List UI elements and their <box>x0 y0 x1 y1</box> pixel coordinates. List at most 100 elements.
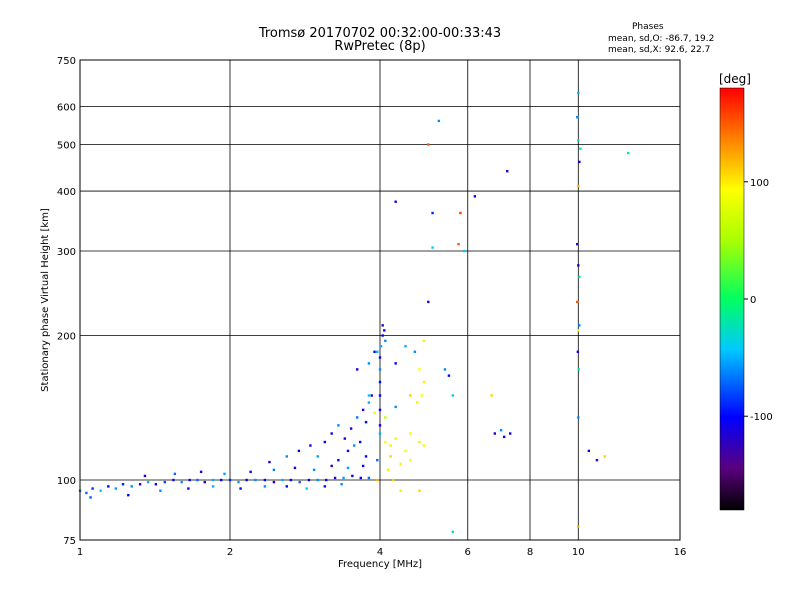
data-point <box>451 394 455 397</box>
y-tick-label: 200 <box>57 332 76 343</box>
y-tick-label: 300 <box>57 247 76 258</box>
data-point <box>378 394 382 397</box>
data-point <box>263 478 267 482</box>
data-point <box>404 449 407 453</box>
data-point <box>237 480 240 484</box>
data-point <box>91 487 94 490</box>
data-point <box>381 334 384 337</box>
data-point <box>384 416 387 419</box>
data-point <box>427 143 430 146</box>
data-point <box>451 530 455 534</box>
data-point <box>577 264 580 267</box>
data-point <box>180 480 183 484</box>
data-point <box>578 275 581 279</box>
data-point <box>376 458 379 462</box>
data-point <box>337 424 340 427</box>
info-line-x: mean, sd,X: 92.6, 22.7 <box>608 45 711 55</box>
data-point <box>394 437 397 440</box>
data-point <box>263 485 267 488</box>
data-point <box>309 444 312 447</box>
data-point <box>333 476 337 480</box>
data-point <box>576 300 579 304</box>
data-point <box>490 394 493 397</box>
data-point <box>459 211 462 215</box>
data-point <box>389 455 392 458</box>
data-point <box>312 468 316 472</box>
y-tick-label: 600 <box>57 103 76 114</box>
data-point <box>211 478 215 482</box>
data-point <box>130 485 133 488</box>
data-point <box>422 444 426 447</box>
x-tick-label: 6 <box>465 547 471 558</box>
data-point <box>127 493 130 497</box>
data-point <box>431 246 434 249</box>
data-point <box>391 478 395 482</box>
data-point <box>281 478 284 482</box>
data-point <box>99 489 102 492</box>
data-point <box>418 440 421 444</box>
data-point <box>293 466 297 470</box>
data-point <box>381 324 384 327</box>
data-point <box>249 470 252 474</box>
data-point <box>579 147 582 150</box>
data-point <box>228 478 232 482</box>
colorbar-tick-label: 0 <box>750 295 756 306</box>
data-point <box>409 458 412 462</box>
data-point <box>389 444 392 447</box>
data-point <box>627 151 630 155</box>
data-point <box>379 345 383 348</box>
data-point <box>577 329 580 332</box>
data-point <box>358 440 362 444</box>
data-point <box>173 472 177 476</box>
data-point <box>577 184 580 188</box>
data-point <box>378 368 382 371</box>
data-point <box>493 432 497 435</box>
data-point <box>297 449 301 453</box>
data-point <box>364 455 368 458</box>
x-tick-label: 1 <box>77 547 83 558</box>
data-point <box>342 476 345 480</box>
colorbar <box>719 87 745 511</box>
data-point <box>577 139 580 142</box>
data-point <box>462 249 466 253</box>
data-point <box>298 480 301 484</box>
data-point <box>138 483 142 486</box>
data-point <box>349 427 353 430</box>
data-point <box>415 401 419 404</box>
data-point <box>203 480 206 484</box>
data-point <box>254 478 257 482</box>
data-point <box>577 525 580 528</box>
data-point <box>399 489 402 492</box>
data-point <box>323 440 327 444</box>
data-point <box>457 242 460 246</box>
data-point <box>378 380 382 384</box>
data-point <box>163 480 167 484</box>
data-point <box>330 464 333 468</box>
y-tick-label: 400 <box>57 187 76 198</box>
data-point <box>576 242 579 246</box>
plot-frame <box>79 59 681 541</box>
x-axis-label: Frequency [MHz] <box>338 559 422 570</box>
info-line-o: mean, sd,O: -86.7, 19.2 <box>608 34 715 44</box>
data-point <box>420 394 423 397</box>
data-point <box>272 468 276 472</box>
data-point <box>268 460 271 464</box>
data-point <box>376 350 379 353</box>
x-tick-label: 16 <box>674 547 687 558</box>
y-axis-label: Stationary phase Virtual Height [km] <box>40 208 51 392</box>
data-point <box>285 485 288 488</box>
data-point <box>409 394 412 397</box>
data-point <box>383 329 386 332</box>
data-point <box>239 487 242 490</box>
y-tick-label: 100 <box>57 476 76 487</box>
colorbar-tick-label: 100 <box>750 178 769 189</box>
data-point <box>355 368 359 371</box>
data-point <box>316 455 319 458</box>
data-point <box>245 478 248 482</box>
data-point <box>89 496 92 499</box>
data-point <box>378 356 382 359</box>
data-point <box>394 362 397 365</box>
data-point <box>85 491 88 495</box>
data-point <box>577 416 580 419</box>
